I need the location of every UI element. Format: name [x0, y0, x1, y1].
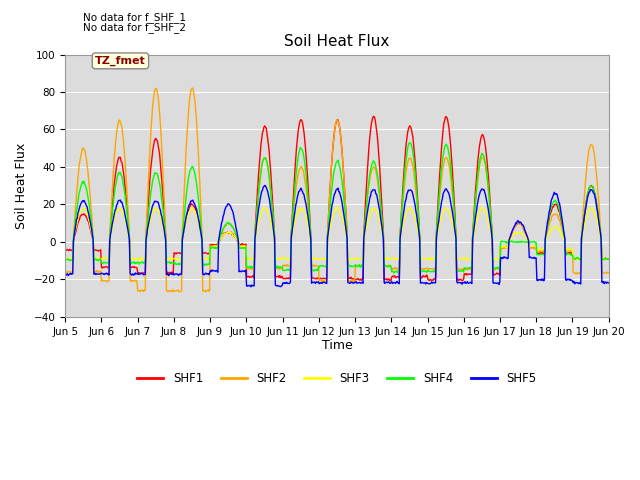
- X-axis label: Time: Time: [321, 339, 352, 352]
- Text: No data for f_SHF_1: No data for f_SHF_1: [83, 12, 186, 23]
- Title: Soil Heat Flux: Soil Heat Flux: [284, 34, 390, 49]
- Y-axis label: Soil Heat Flux: Soil Heat Flux: [15, 143, 28, 229]
- Text: No data for f_SHF_2: No data for f_SHF_2: [83, 22, 186, 33]
- Legend: SHF1, SHF2, SHF3, SHF4, SHF5: SHF1, SHF2, SHF3, SHF4, SHF5: [132, 367, 541, 390]
- Text: TZ_fmet: TZ_fmet: [95, 56, 146, 66]
